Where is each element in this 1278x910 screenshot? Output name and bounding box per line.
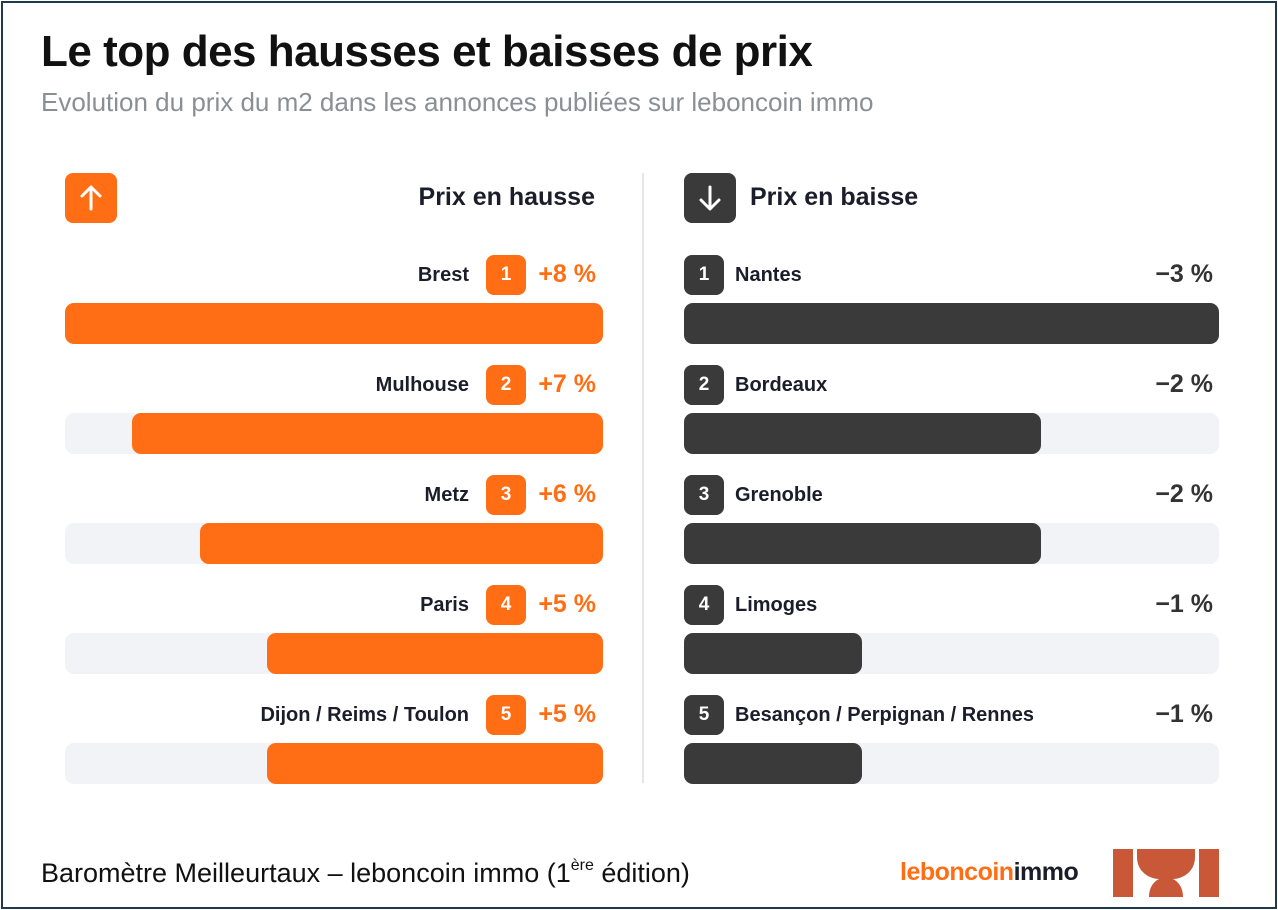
baisse-city-label: Besançon / Perpignan / Rennes [735, 704, 1034, 726]
hausse-rank-badge: 4 [486, 585, 526, 625]
arrow-down-icon [684, 173, 736, 223]
hausse-city-label: Mulhouse [375, 374, 469, 396]
hausse-bar-track [65, 523, 603, 564]
baisse-rank-badge: 3 [684, 475, 724, 515]
baisse-bar [684, 413, 1041, 454]
hausse-rank-badge: 2 [486, 365, 526, 405]
footer-sup: ère [570, 857, 594, 874]
hausse-value-label: +5 % [538, 700, 596, 728]
page-title: Le top des hausses et baisses de prix [41, 27, 813, 76]
baisse-rank-badge: 2 [684, 365, 724, 405]
hausse-bar-track [65, 303, 603, 344]
hausse-bar [266, 743, 603, 784]
baisse-bar-track [684, 743, 1219, 784]
hausse-value-label: +6 % [538, 480, 596, 508]
hausse-city-label: Metz [424, 484, 469, 506]
hausse-bar-track [65, 633, 603, 674]
baisse-bar-track [684, 523, 1219, 564]
hausse-bar [132, 413, 603, 454]
baisse-rank-badge: 1 [684, 255, 724, 295]
hausse-value-label: +7 % [538, 370, 596, 398]
baisse-city-label: Limoges [735, 594, 818, 616]
hausse-bar-track [65, 413, 603, 454]
baisse-bar [684, 743, 863, 784]
baisse-rank-badge: 4 [684, 585, 724, 625]
baisse-header: Prix en baisse [750, 183, 919, 211]
page-subtitle: Evolution du prix du m2 dans les annonce… [41, 87, 874, 117]
baisse-rank-badge: 5 [684, 695, 724, 735]
leboncoin-immo-logo: leboncoinimmo [900, 858, 1079, 887]
baisse-bar [684, 523, 1041, 564]
hausse-bar-track [65, 743, 603, 784]
arrow-up-icon [65, 173, 117, 223]
baisse-bar [684, 303, 1219, 344]
baisse-city-label: Nantes [735, 264, 802, 286]
hausse-rank-badge: 5 [486, 695, 526, 735]
baisse-value-label: −3 % [1155, 260, 1213, 288]
meilleurtaux-logo-icon [1113, 849, 1219, 897]
baisse-bar-track [684, 413, 1219, 454]
hausse-city-label: Paris [420, 594, 469, 616]
footer-tail: édition) [593, 858, 690, 888]
footer-main: Baromètre Meilleurtaux – leboncoin immo … [41, 858, 571, 888]
hausse-bar [266, 633, 603, 674]
baisse-value-label: −2 % [1155, 480, 1213, 508]
baisse-bar [684, 633, 863, 674]
baisse-value-label: −1 % [1155, 590, 1213, 618]
baisse-city-label: Grenoble [735, 484, 823, 506]
footer-source: Baromètre Meilleurtaux – leboncoin immo … [41, 857, 690, 889]
hausse-rank-badge: 1 [486, 255, 526, 295]
baisse-city-label: Bordeaux [735, 374, 828, 396]
hausse-header: Prix en hausse [418, 183, 595, 211]
hausse-value-label: +5 % [538, 590, 596, 618]
baisse-bar-track [684, 303, 1219, 344]
hausse-value-label: +8 % [538, 260, 596, 288]
baisse-value-label: −2 % [1155, 370, 1213, 398]
hausse-rank-badge: 3 [486, 475, 526, 515]
hausse-city-label: Dijon / Reims / Toulon [260, 704, 469, 726]
hausse-city-label: Brest [417, 264, 469, 286]
hausse-bar [199, 523, 603, 564]
baisse-bar-track [684, 633, 1219, 674]
brand-part2: immo [1013, 858, 1079, 886]
brand-part1: leboncoin [900, 858, 1014, 886]
hausse-bar [65, 303, 603, 344]
baisse-value-label: −1 % [1155, 700, 1213, 728]
column-divider [642, 173, 644, 783]
